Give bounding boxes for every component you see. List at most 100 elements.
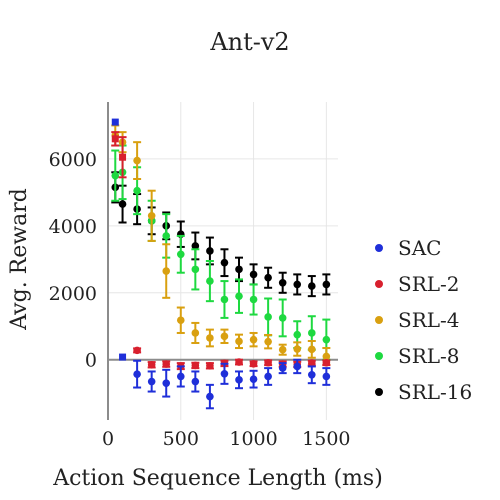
series-srl-4-point (235, 333, 244, 350)
series-srl-2-marker (119, 153, 127, 161)
series-srl-8-point (278, 298, 287, 338)
series-srl-8-marker (111, 171, 120, 180)
legend-label: SRL-8 (398, 344, 460, 368)
series-srl-2-marker (162, 360, 171, 368)
legend-item-srl-16: SRL-16 (375, 380, 472, 404)
series-srl-4-marker (249, 335, 258, 344)
series-sac-point (111, 118, 119, 126)
series-srl-16-point (264, 266, 273, 289)
series-srl-4-point (278, 343, 287, 356)
series-sac-marker (307, 371, 316, 379)
series-sac-point (278, 362, 287, 375)
series-sac-point (235, 370, 244, 390)
series-srl-4-marker (220, 332, 229, 341)
series-srl-8-marker (220, 295, 229, 304)
series-srl-8-marker (162, 232, 171, 240)
series-srl-2-marker (147, 360, 156, 369)
series-sac-marker (176, 372, 185, 381)
y-tick-labels: 0 2000 4000 6000 (49, 149, 97, 372)
series-srl-8-marker (278, 314, 287, 322)
series-srl-2-marker (235, 358, 243, 366)
legend-item-srl-8: SRL-8 (375, 344, 460, 368)
series-srl-2-marker (264, 358, 272, 367)
series-srl-4-point (133, 141, 142, 180)
series-srl-2-point (191, 361, 200, 370)
series-srl-4-point (264, 333, 273, 350)
series-srl-4-point (220, 328, 229, 345)
series-sac-marker (111, 118, 119, 126)
series-srl-4-point (162, 243, 171, 299)
series-srl-16-point (293, 273, 302, 296)
series-srl-4-marker (322, 352, 331, 361)
legend-label: SAC (398, 236, 441, 260)
legend-marker (375, 244, 383, 252)
series-srl-4-marker (147, 212, 156, 220)
series-sac-point (322, 367, 331, 386)
series-srl-8-point (249, 283, 258, 316)
series-srl-2-point (205, 361, 214, 370)
series-srl-2-point (249, 359, 258, 368)
series-srl-4-point (293, 341, 302, 357)
series-srl-2-marker (133, 346, 141, 355)
series-srl-16-marker (278, 278, 287, 287)
legend-label: SRL-2 (398, 272, 460, 296)
legend-marker (375, 316, 383, 324)
x-tick-labels: 0 500 1000 1500 (102, 428, 351, 450)
legend-marker (375, 388, 383, 396)
series-sac-point (220, 362, 229, 385)
series-srl-8-marker (235, 292, 243, 300)
series-srl-2-marker (111, 135, 119, 143)
series-sac-point (264, 367, 273, 386)
series-srl-4-marker (264, 337, 272, 346)
series-sac-marker (264, 372, 272, 381)
y-tick-label: 0 (85, 350, 97, 372)
series-srl-4-point (191, 321, 200, 345)
series-srl-4-point (307, 340, 316, 359)
data-marks (111, 118, 331, 410)
x-tick-label: 1500 (302, 428, 350, 450)
series-srl-4-marker (191, 329, 200, 337)
series-srl-8-point (220, 280, 229, 319)
series-srl-8-marker (322, 335, 331, 344)
series-srl-8-marker (176, 250, 185, 259)
series-sac-marker (235, 376, 243, 384)
series-srl-2-point (322, 358, 331, 367)
y-tick-label: 2000 (49, 283, 97, 305)
series-sac-marker (278, 364, 287, 372)
series-srl-2-point (162, 360, 171, 368)
series-srl-8-marker (191, 265, 200, 274)
y-axis-label: Avg. Reward (7, 188, 32, 331)
series-sac-marker (191, 377, 200, 386)
series-srl-8-marker (264, 313, 272, 321)
series-sac-point (119, 353, 127, 361)
series-srl-2-marker (307, 359, 316, 367)
series-srl-8-marker (133, 186, 141, 195)
series-srl-4-marker (293, 345, 302, 353)
legend: SAC SRL-2 SRL-4 SRL-8 SRL-16 (375, 236, 472, 404)
series-srl-8-marker (307, 329, 316, 337)
series-sac-marker (147, 377, 156, 386)
x-tick-label: 1000 (229, 428, 277, 450)
series-srl-16-point (235, 256, 244, 283)
series-srl-8-point (235, 278, 244, 314)
series-srl-16-marker (322, 280, 331, 289)
legend-marker (375, 352, 383, 360)
series-sac-marker (220, 370, 229, 378)
series-srl-2-marker (191, 361, 200, 370)
series-srl-4-point (205, 328, 214, 348)
series-srl-2-marker (206, 361, 214, 370)
series-sac-point (191, 370, 200, 393)
series-srl-4-marker (176, 316, 185, 325)
series-sac-point (147, 370, 156, 393)
y-tick-label: 4000 (49, 216, 97, 238)
series-srl-8-point (176, 234, 185, 274)
series-srl-8-point (191, 248, 200, 291)
series-srl-8-point (111, 149, 120, 202)
series-sac-marker (133, 370, 141, 378)
legend-label: SRL-4 (398, 308, 460, 332)
series-srl-2-point (118, 136, 127, 179)
series-srl-4-point (249, 331, 258, 348)
legend-label: SRL-16 (398, 380, 472, 404)
series-sac-point (293, 358, 302, 375)
series-srl-4-point (176, 306, 185, 334)
